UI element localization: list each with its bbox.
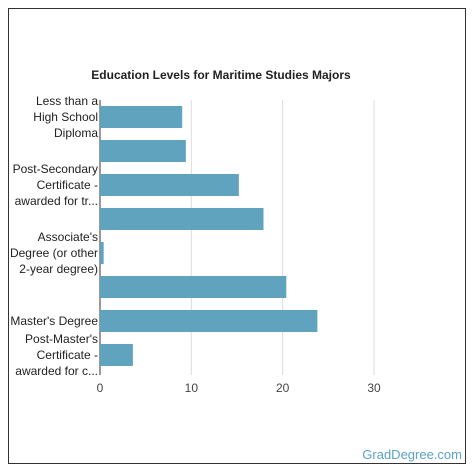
bars	[100, 106, 318, 366]
x-tick-label: 10	[185, 381, 199, 395]
bar	[100, 106, 183, 128]
category-label: Post-Master's Certificate -awarded for c.…	[15, 332, 98, 378]
category-label: Associate's Degree (or other 2-year degree…	[10, 230, 98, 276]
bar	[100, 276, 287, 298]
x-tick-labels: 0 10 20 30	[97, 381, 381, 395]
bar	[100, 344, 133, 366]
x-tick-label: 20	[276, 381, 290, 395]
chart-frame	[8, 8, 466, 464]
chart-title: Education Levels for Maritime Studies Ma…	[91, 68, 351, 82]
watermark: GradDegree.com	[362, 447, 462, 462]
bar	[100, 140, 186, 162]
category-label: Less than a High School Diploma	[33, 94, 98, 140]
category-labels: Less than a High School Diploma Post-Second…	[10, 94, 98, 378]
bar	[100, 208, 264, 230]
bar	[100, 174, 239, 196]
category-label: Master's Degree	[10, 314, 98, 328]
bar	[100, 310, 318, 332]
category-label: Post-Secondary Certificate -awarded for t…	[13, 162, 98, 208]
bar	[100, 242, 104, 264]
x-tick-label: 0	[97, 381, 104, 395]
x-tick-label: 30	[367, 381, 381, 395]
